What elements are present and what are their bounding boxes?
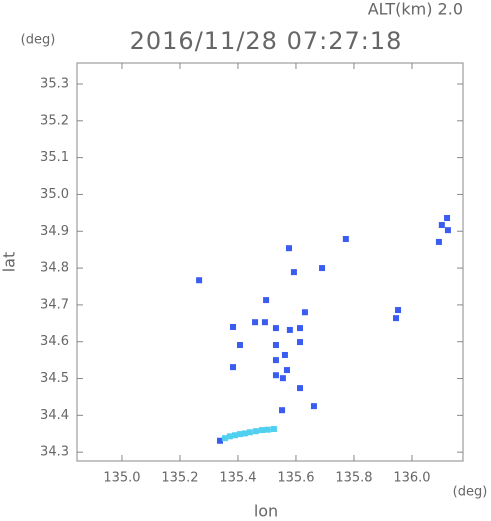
y-tick-label: 35.1 [40, 150, 69, 165]
echo-point [270, 425, 277, 432]
echo-point [286, 326, 293, 333]
x-tick-label: 136.0 [393, 471, 430, 486]
echo-point [272, 372, 279, 379]
echo-point [230, 323, 237, 330]
y-tick-label: 34.4 [40, 408, 69, 423]
echo-point [226, 433, 233, 440]
altitude-label: ALT(km) 2.0 [368, 0, 463, 19]
echo-point [283, 367, 290, 374]
x-tick-label: 135.6 [277, 471, 314, 486]
echo-point [297, 385, 304, 392]
y-tick-label: 34.5 [40, 371, 69, 386]
echo-point [279, 375, 286, 382]
x-tick-label: 135.0 [103, 471, 140, 486]
echo-point [232, 432, 239, 439]
echo-point [290, 269, 297, 276]
echo-point [261, 319, 268, 326]
echo-point [196, 277, 203, 284]
echo-point [246, 429, 253, 436]
echo-point [285, 245, 292, 252]
x-unit: (deg) [453, 485, 488, 500]
y-tick-label: 34.9 [40, 224, 69, 239]
echo-point [444, 227, 451, 234]
y-tick-label: 34.6 [40, 334, 69, 349]
y-tick-label: 34.3 [40, 445, 69, 460]
x-tick-label: 135.2 [161, 471, 198, 486]
echo-point [395, 307, 402, 314]
y-axis-label: lat [0, 252, 19, 273]
echo-point [435, 238, 442, 245]
echo-point [297, 325, 304, 332]
chart-title: 2016/11/28 07:27:18 [130, 27, 403, 55]
echo-point [319, 265, 326, 272]
echo-point [216, 437, 223, 444]
echo-point [272, 342, 279, 349]
echo-point [221, 435, 228, 442]
y-tick-label: 35.3 [40, 76, 69, 91]
echo-point [301, 309, 308, 316]
y-tick-label: 35.2 [40, 113, 69, 128]
echo-point [393, 315, 400, 322]
y-tick-label: 35.0 [40, 187, 69, 202]
echo-point [252, 428, 259, 435]
y-tick-label: 34.8 [40, 261, 69, 276]
echo-point [281, 351, 288, 358]
echo-point [310, 403, 317, 410]
echo-point [342, 235, 349, 242]
echo-point [263, 297, 270, 304]
echo-point [236, 431, 243, 438]
x-axis-label: lon [254, 502, 278, 521]
echo-point [264, 426, 271, 433]
x-tick-label: 135.4 [219, 471, 256, 486]
echo-point [444, 215, 451, 222]
echo-point [279, 407, 286, 414]
echo-point [272, 357, 279, 364]
echo-point [272, 325, 279, 332]
y-tick-label: 34.7 [40, 297, 69, 312]
echo-point [241, 430, 248, 437]
echo-point [297, 339, 304, 346]
y-unit: (deg) [21, 33, 56, 48]
echo-point [438, 221, 445, 228]
echo-point [236, 342, 243, 349]
x-tick-label: 135.8 [335, 471, 372, 486]
echo-point [259, 427, 266, 434]
echo-point [252, 319, 259, 326]
plot-frame [76, 62, 464, 462]
echo-point [230, 364, 237, 371]
